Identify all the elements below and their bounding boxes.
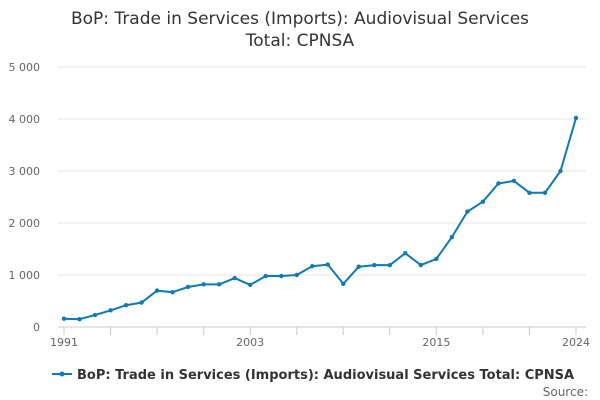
data-point[interactable]	[216, 282, 222, 287]
data-point[interactable]	[170, 289, 175, 295]
data-point[interactable]	[341, 281, 346, 287]
legend-dot-marker	[59, 371, 65, 377]
data-point[interactable]	[558, 168, 563, 174]
y-tick-label: 1 000	[9, 269, 41, 282]
data-point[interactable]	[139, 300, 144, 305]
series-group	[61, 115, 579, 322]
data-point[interactable]	[154, 288, 160, 293]
data-point[interactable]	[108, 308, 113, 313]
data-point[interactable]	[356, 264, 361, 269]
data-point[interactable]	[372, 262, 377, 268]
data-point[interactable]	[542, 190, 548, 196]
y-tick-label: 2 000	[9, 217, 41, 230]
data-point[interactable]	[77, 317, 82, 322]
legend[interactable]: BoP: Trade in Services (Imports): Audiov…	[52, 368, 574, 383]
data-point[interactable]	[294, 272, 299, 278]
data-point[interactable]	[449, 234, 455, 240]
chart-title-line-2: Total: CPNSA	[245, 31, 355, 51]
data-point[interactable]	[232, 275, 237, 281]
x-tick-label: 2015	[422, 336, 450, 349]
data-point[interactable]	[465, 209, 470, 214]
y-axis-ticks: 0 1 000 2 000 3 000 4 000 5 000	[9, 61, 41, 334]
data-point[interactable]	[480, 199, 486, 204]
data-point[interactable]	[573, 115, 579, 121]
y-tick-label: 4 000	[9, 113, 41, 126]
chart-title-line-1: BoP: Trade in Services (Imports): Audiov…	[71, 9, 529, 29]
data-point[interactable]	[403, 250, 408, 256]
grid-lines	[58, 66, 586, 276]
x-tick-label: 2003	[236, 336, 264, 349]
data-point[interactable]	[185, 284, 191, 290]
legend-label: BoP: Trade in Services (Imports): Audiov…	[77, 368, 574, 383]
data-point[interactable]	[511, 178, 517, 184]
x-tick-label: 1991	[50, 336, 78, 349]
data-point[interactable]	[61, 316, 67, 321]
data-point[interactable]	[387, 262, 393, 268]
y-tick-label: 5 000	[9, 61, 41, 74]
data-point[interactable]	[310, 263, 315, 269]
data-point[interactable]	[123, 302, 129, 308]
y-tick-label: 3 000	[9, 165, 41, 178]
data-point[interactable]	[279, 273, 284, 279]
data-point[interactable]	[263, 273, 268, 279]
series-line	[63, 117, 577, 321]
x-axis: 1991 2003 2015 2024	[50, 326, 590, 349]
source-label: Source:	[543, 385, 588, 399]
data-point[interactable]	[247, 282, 253, 288]
x-tick-label: 2024	[562, 336, 590, 349]
y-tick-label: 0	[33, 321, 40, 334]
data-point[interactable]	[325, 262, 330, 267]
data-point[interactable]	[527, 190, 532, 196]
data-point[interactable]	[496, 181, 501, 186]
data-point[interactable]	[201, 282, 206, 287]
data-point[interactable]	[434, 256, 439, 262]
data-point[interactable]	[92, 312, 98, 318]
data-point[interactable]	[418, 262, 424, 268]
